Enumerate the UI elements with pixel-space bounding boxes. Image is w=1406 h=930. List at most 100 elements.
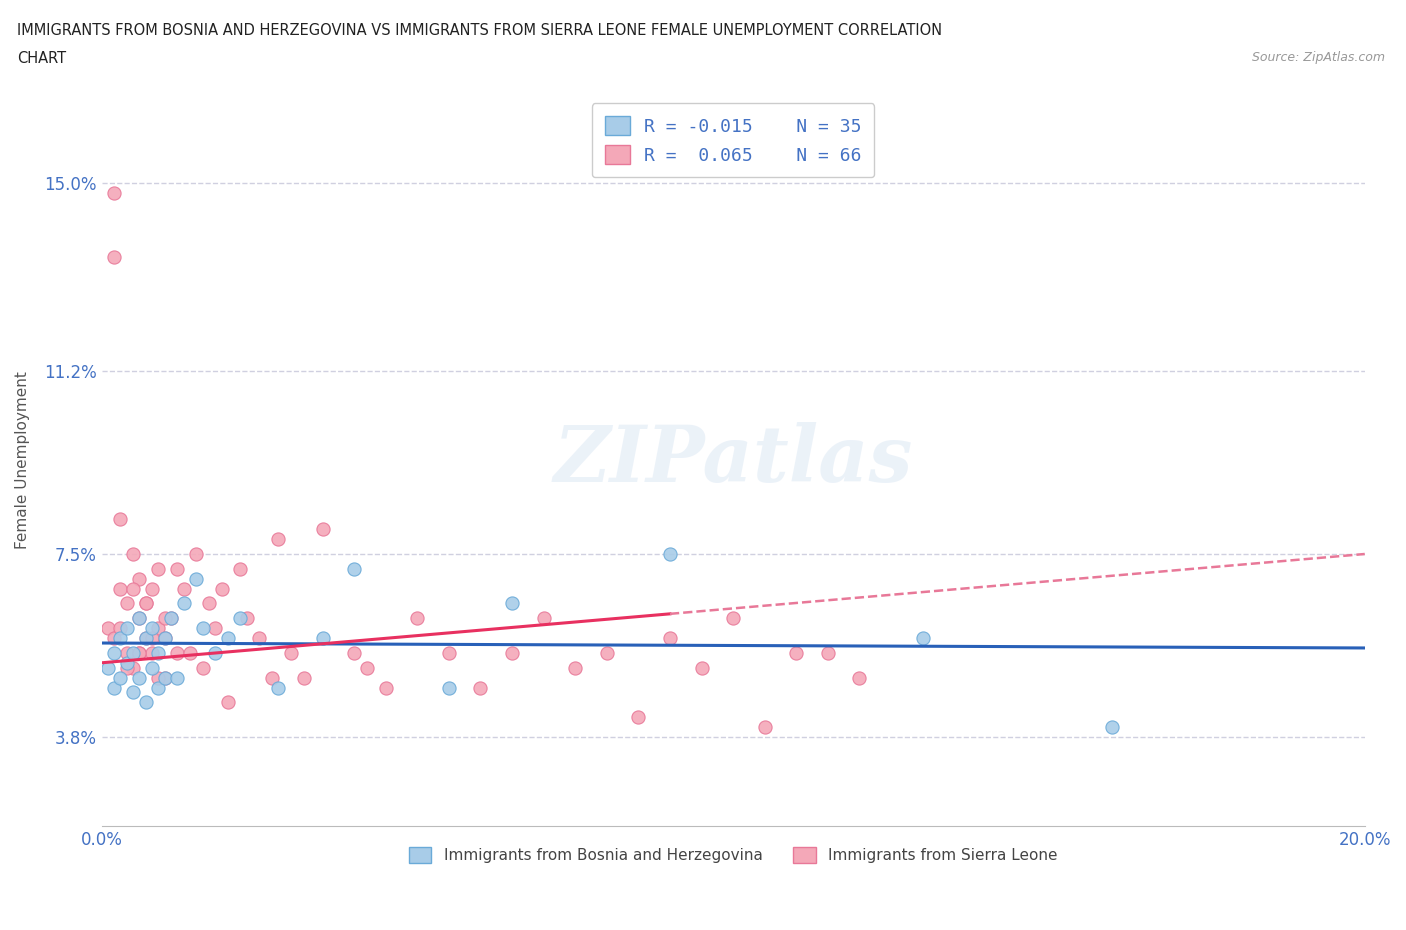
Point: [148, 671, 170, 685]
Legend: Immigrants from Bosnia and Herzegovina, Immigrants from Sierra Leone: Immigrants from Bosnia and Herzegovina, …: [402, 841, 1064, 870]
Point: [848, 671, 870, 685]
Point: [191, 620, 214, 635]
Text: ZIPatlas: ZIPatlas: [554, 422, 912, 498]
Point: [785, 645, 807, 660]
Point: [564, 660, 586, 675]
Point: [135, 695, 157, 710]
Text: IMMIGRANTS FROM BOSNIA AND HERZEGOVINA VS IMMIGRANTS FROM SIERRA LEONE FEMALE UN: IMMIGRANTS FROM BOSNIA AND HERZEGOVINA V…: [17, 23, 942, 38]
Point: [122, 581, 145, 596]
Point: [110, 671, 132, 685]
Point: [103, 645, 125, 660]
Point: [501, 645, 523, 660]
Point: [153, 631, 176, 645]
Point: [721, 611, 744, 626]
Point: [128, 571, 150, 586]
Point: [148, 680, 170, 695]
Point: [153, 631, 176, 645]
Point: [437, 645, 460, 660]
Point: [110, 620, 132, 635]
Point: [236, 611, 259, 626]
Point: [97, 620, 120, 635]
Point: [267, 532, 290, 547]
Point: [103, 680, 125, 695]
Point: [659, 547, 682, 562]
Point: [437, 680, 460, 695]
Point: [247, 631, 270, 645]
Point: [533, 611, 555, 626]
Point: [280, 645, 302, 660]
Point: [596, 645, 619, 660]
Point: [911, 631, 934, 645]
Point: [97, 660, 120, 675]
Point: [141, 620, 163, 635]
Point: [122, 660, 145, 675]
Point: [204, 645, 226, 660]
Point: [627, 710, 650, 724]
Point: [103, 250, 125, 265]
Point: [311, 631, 333, 645]
Point: [754, 720, 776, 735]
Point: [141, 645, 163, 660]
Point: [229, 611, 252, 626]
Point: [103, 631, 125, 645]
Point: [198, 596, 221, 611]
Point: [179, 645, 201, 660]
Point: [356, 660, 378, 675]
Point: [173, 581, 195, 596]
Point: [128, 611, 150, 626]
Point: [110, 631, 132, 645]
Point: [115, 645, 138, 660]
Point: [153, 611, 176, 626]
Point: [141, 631, 163, 645]
Point: [260, 671, 283, 685]
Point: [166, 645, 188, 660]
Point: [160, 611, 183, 626]
Point: [659, 631, 682, 645]
Point: [166, 562, 188, 577]
Text: Source: ZipAtlas.com: Source: ZipAtlas.com: [1251, 51, 1385, 64]
Point: [128, 645, 150, 660]
Point: [267, 680, 290, 695]
Point: [211, 581, 233, 596]
Point: [166, 671, 188, 685]
Point: [374, 680, 396, 695]
Point: [173, 596, 195, 611]
Point: [103, 185, 125, 200]
Point: [128, 671, 150, 685]
Point: [135, 631, 157, 645]
Point: [128, 611, 150, 626]
Point: [122, 547, 145, 562]
Point: [128, 645, 150, 660]
Point: [110, 581, 132, 596]
Point: [817, 645, 839, 660]
Point: [292, 671, 315, 685]
Point: [153, 671, 176, 685]
Point: [148, 645, 170, 660]
Point: [122, 685, 145, 700]
Point: [135, 631, 157, 645]
Point: [153, 671, 176, 685]
Point: [311, 522, 333, 537]
Point: [191, 660, 214, 675]
Point: [135, 596, 157, 611]
Point: [186, 571, 208, 586]
Point: [229, 562, 252, 577]
Point: [115, 660, 138, 675]
Text: CHART: CHART: [17, 51, 66, 66]
Point: [217, 695, 239, 710]
Point: [110, 512, 132, 526]
Point: [160, 611, 183, 626]
Point: [122, 645, 145, 660]
Point: [501, 596, 523, 611]
Point: [148, 562, 170, 577]
Point: [186, 547, 208, 562]
Point: [1101, 720, 1123, 735]
Point: [406, 611, 429, 626]
Y-axis label: Female Unemployment: Female Unemployment: [15, 371, 30, 549]
Point: [141, 660, 163, 675]
Point: [148, 620, 170, 635]
Point: [115, 596, 138, 611]
Point: [343, 562, 366, 577]
Point: [141, 581, 163, 596]
Point: [115, 656, 138, 671]
